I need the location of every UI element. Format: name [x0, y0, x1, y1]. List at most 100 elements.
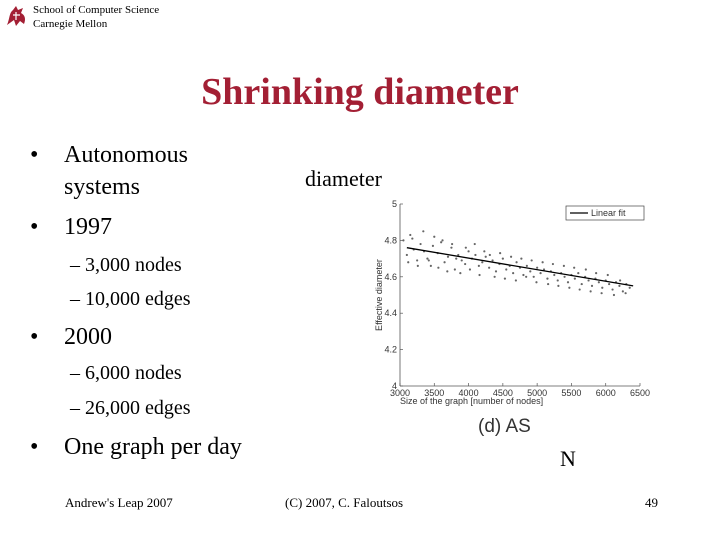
data-point [624, 292, 627, 295]
data-point [612, 293, 616, 297]
sub-bullet-nodes-1997: – 3,000 nodes [70, 254, 182, 276]
data-point [440, 241, 443, 244]
x-tick-label: 3500 [424, 388, 444, 398]
data-point [405, 253, 408, 257]
data-point [501, 257, 504, 260]
data-point [402, 239, 405, 242]
data-point [446, 270, 449, 273]
data-point [542, 268, 546, 271]
x-tick-label: 6000 [596, 388, 616, 398]
data-point [407, 261, 410, 264]
data-point [494, 270, 498, 273]
sub-bullet-text: 26,000 edges [85, 397, 191, 419]
data-point [473, 242, 476, 246]
y-tick-label: 4.8 [384, 235, 397, 245]
slide-title: Shrinking diameter [201, 71, 519, 113]
school-line: School of Computer Science [33, 4, 160, 16]
sub-bullet-edges-1997: – 10,000 edges [70, 288, 191, 310]
data-point [547, 282, 550, 286]
data-point [628, 286, 631, 289]
data-point [429, 264, 432, 267]
data-point [441, 239, 444, 242]
footer-center: (C) 2007, C. Faloutsos [285, 495, 404, 510]
sub-bullet-edges-2000: – 26,000 edges [70, 397, 191, 419]
data-point [573, 266, 576, 269]
data-point [416, 264, 419, 267]
data-point [584, 268, 587, 271]
data-point [503, 277, 507, 280]
data-point [419, 242, 422, 246]
bullet-text: One graph per day [64, 434, 242, 460]
data-point [597, 281, 600, 284]
data-point [443, 261, 446, 264]
data-point [587, 279, 590, 282]
data-point [468, 268, 472, 271]
bullet-text: 2000 [64, 324, 112, 350]
data-point [409, 233, 412, 237]
bullet-dot: • [30, 434, 39, 460]
university-logo [7, 6, 25, 26]
y-tick-label: 4 [392, 381, 397, 391]
data-point [488, 266, 491, 269]
data-point [546, 277, 549, 280]
data-point [556, 279, 559, 282]
data-point [464, 262, 467, 266]
data-point [522, 273, 525, 277]
data-point [427, 259, 430, 262]
data-point [608, 282, 611, 286]
data-point [478, 273, 481, 277]
data-point [457, 253, 460, 257]
university-line: Carnegie Mellon [33, 18, 108, 30]
linear-fit-line [406, 247, 634, 287]
bullet-dot: • [30, 324, 39, 350]
sub-bullet-text: 10,000 edges [85, 288, 191, 310]
data-point [488, 253, 491, 257]
data-point [520, 257, 523, 260]
data-point [464, 246, 467, 249]
data-point [611, 288, 614, 291]
data-point [422, 230, 425, 233]
x-tick-label: 3000 [390, 388, 410, 398]
data-point [491, 259, 494, 262]
data-point [446, 255, 450, 258]
data-point [551, 262, 555, 266]
legend-label: Linear fit [591, 208, 626, 218]
x-tick-label: 6500 [630, 388, 650, 398]
bullet-text-line1: Autonomous [64, 142, 189, 168]
data-point [459, 272, 462, 275]
data-point [451, 242, 454, 246]
data-point [525, 275, 528, 278]
data-point [536, 266, 539, 269]
data-point [512, 272, 515, 275]
bullet-text-line2: systems [64, 174, 141, 200]
data-point [530, 259, 533, 262]
data-point [514, 279, 517, 282]
data-point [474, 253, 477, 257]
data-point [595, 272, 598, 275]
data-point [525, 264, 528, 267]
school-name: School of Computer Science Carnegie Mell… [33, 3, 159, 31]
data-point [509, 255, 513, 258]
data-point [589, 290, 592, 293]
data-point [541, 261, 544, 264]
data-point [483, 250, 486, 253]
data-point [618, 284, 621, 287]
data-point [562, 264, 565, 267]
x-axis-label: Size of the graph [number of nodes] [400, 396, 543, 406]
data-point [515, 261, 518, 264]
y-axis-label: Effective diameter [374, 259, 384, 331]
bullet-text: 1997 [64, 214, 112, 240]
data-point [532, 275, 535, 278]
bullet-dot: • [30, 142, 39, 168]
data-point [621, 290, 624, 293]
sub-bullet-text: 6,000 nodes [85, 362, 182, 384]
data-point [573, 277, 576, 280]
data-point [578, 288, 581, 291]
data-point [606, 273, 609, 277]
data-point [577, 272, 580, 275]
data-point [601, 286, 604, 289]
data-point [493, 275, 496, 278]
data-point [553, 273, 556, 277]
data-point [563, 275, 566, 278]
data-point [481, 261, 484, 264]
